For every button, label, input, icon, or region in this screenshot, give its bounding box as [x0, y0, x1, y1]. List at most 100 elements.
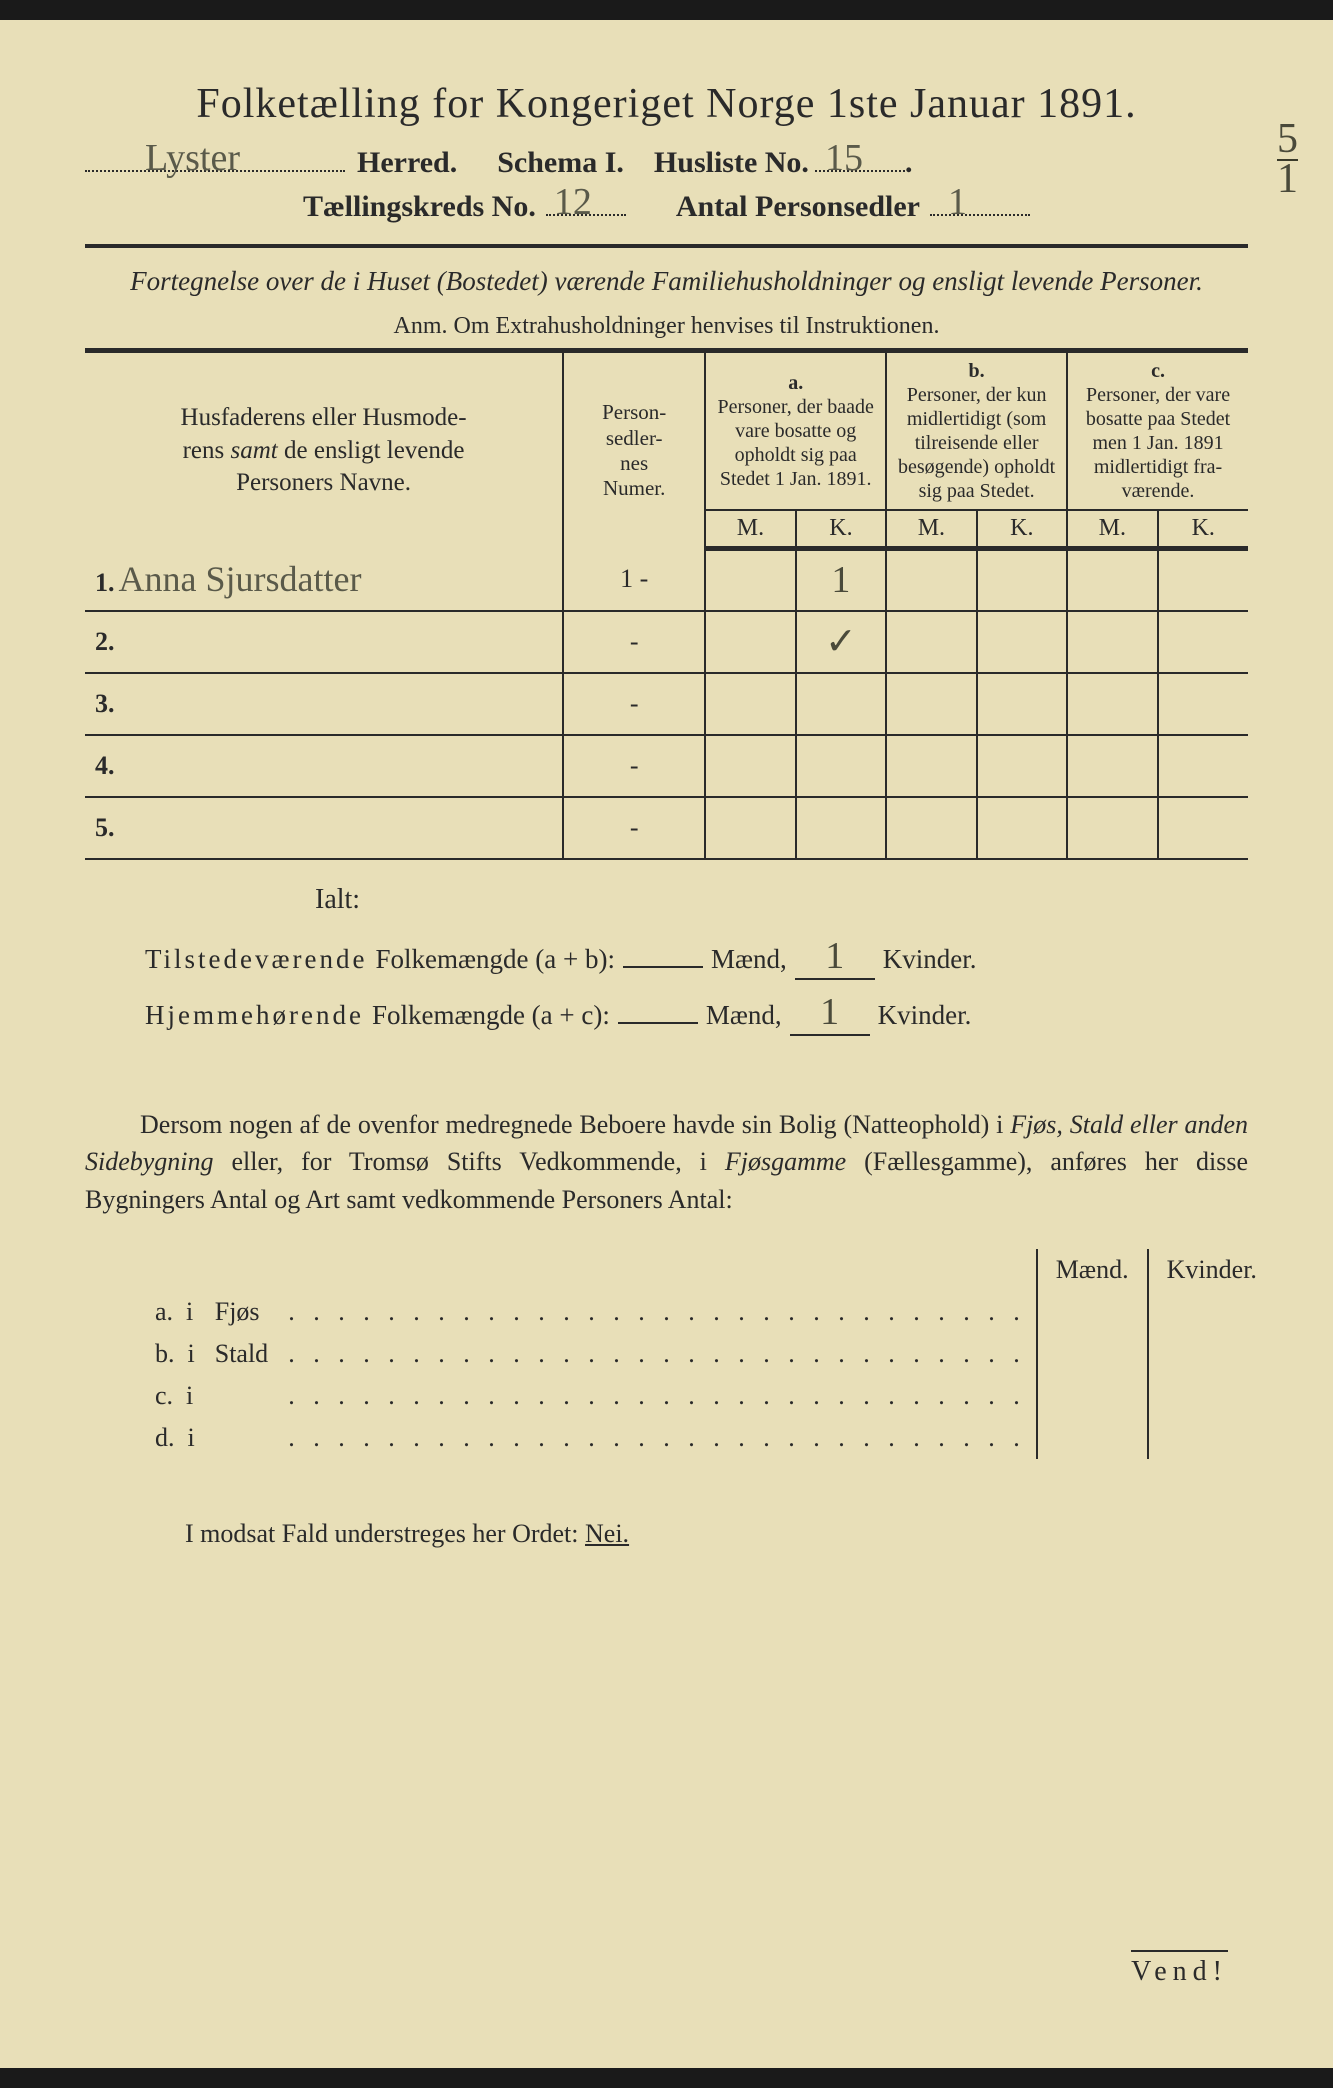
- fjos-kind: [205, 1417, 278, 1459]
- b-k: [977, 735, 1067, 797]
- herred-label: Herred.: [357, 146, 457, 180]
- a-m: [705, 797, 795, 859]
- name-cell: 2.: [85, 611, 563, 673]
- fjos-kind: [205, 1375, 278, 1417]
- fjos-k: [1148, 1333, 1275, 1375]
- col-b: b. Personer, der kun midler­tidigt (som …: [886, 351, 1067, 511]
- table-row: 2.- ✓: [85, 611, 1248, 673]
- person-cell: 1 -: [563, 549, 705, 611]
- a-k: 1: [796, 549, 886, 611]
- fjos-kind: Fjøs: [205, 1291, 278, 1333]
- col-c-k: K.: [1158, 510, 1248, 549]
- name-cell: 3.: [85, 673, 563, 735]
- c-k: [1158, 673, 1248, 735]
- page-fraction: 5 1: [1277, 121, 1298, 199]
- anm-note: Anm. Om Extrahusholdninger henvises til …: [85, 313, 1248, 340]
- col-names: Husfaderens eller Husmode-rens samt de e…: [85, 351, 563, 549]
- summary-ab: Tilstedeværende Folkemængde (a + b): Mæn…: [145, 934, 1248, 980]
- fjos-row: b. iStald. . . . . . . . . . . . . . . .…: [145, 1333, 1275, 1375]
- fjos-dots: . . . . . . . . . . . . . . . . . . . . …: [278, 1291, 1037, 1333]
- page-title: Folketælling for Kongeriget Norge 1ste J…: [85, 80, 1248, 128]
- name-cell: 4.: [85, 735, 563, 797]
- c-k: [1158, 735, 1248, 797]
- c-k: [1158, 797, 1248, 859]
- person-cell: -: [563, 673, 705, 735]
- b-k: [977, 797, 1067, 859]
- fjos-k: [1148, 1417, 1275, 1459]
- table-row: 4.-: [85, 735, 1248, 797]
- col-c-m: M.: [1067, 510, 1157, 549]
- name-cell: 5.: [85, 797, 563, 859]
- person-cell: -: [563, 611, 705, 673]
- header-row-kreds: Tællingskreds No. 12 Antal Personsedler …: [85, 190, 1248, 224]
- husliste-value: 15: [825, 136, 863, 180]
- b-m: [886, 673, 976, 735]
- b-m: [886, 611, 976, 673]
- fjos-row: a. iFjøs. . . . . . . . . . . . . . . . …: [145, 1291, 1275, 1333]
- schema-label: Schema I.: [497, 146, 624, 180]
- fjos-dots: . . . . . . . . . . . . . . . . . . . . …: [278, 1375, 1037, 1417]
- col-person: Person-sedler-nesNumer.: [563, 351, 705, 549]
- fjos-row: d. i . . . . . . . . . . . . . . . . . . …: [145, 1417, 1275, 1459]
- fjos-m: [1037, 1417, 1148, 1459]
- ialt-label: Ialt:: [315, 884, 1248, 916]
- fjos-lbl: b. i: [145, 1333, 205, 1375]
- fjos-m: [1037, 1375, 1148, 1417]
- b-k: [977, 611, 1067, 673]
- antal-label: Antal Personsedler: [676, 190, 920, 224]
- b-k: [977, 549, 1067, 611]
- table-row: 5.-: [85, 797, 1248, 859]
- husliste-label: Husliste No.: [654, 146, 809, 180]
- c-m: [1067, 611, 1157, 673]
- a-k: ✓: [796, 611, 886, 673]
- fjos-dots: . . . . . . . . . . . . . . . . . . . . …: [278, 1333, 1037, 1375]
- a-m: [705, 735, 795, 797]
- col-a-k: K.: [796, 510, 886, 549]
- col-b-m: M.: [886, 510, 976, 549]
- a-m: [705, 611, 795, 673]
- fjos-table: Mænd. Kvinder. a. iFjøs. . . . . . . . .…: [145, 1249, 1275, 1459]
- name-cell: 1.Anna Sjursdatter: [85, 549, 563, 611]
- fjos-kind: Stald: [205, 1333, 278, 1375]
- c-m: [1067, 673, 1157, 735]
- fjos-m: [1037, 1333, 1148, 1375]
- dersom-paragraph: Dersom nogen af de ovenfor medregnede Be…: [85, 1106, 1248, 1219]
- b-m: [886, 735, 976, 797]
- fjos-m: [1037, 1291, 1148, 1333]
- c-m: [1067, 735, 1157, 797]
- c-k: [1158, 549, 1248, 611]
- kreds-label: Tællingskreds No.: [303, 190, 536, 224]
- b-m: [886, 797, 976, 859]
- table-row: 3.-: [85, 673, 1248, 735]
- c-m: [1067, 549, 1157, 611]
- col-a-m: M.: [705, 510, 795, 549]
- fjos-kvinder: Kvinder.: [1148, 1249, 1275, 1291]
- table-row: 1.Anna Sjursdatter1 - 1: [85, 549, 1248, 611]
- fjos-k: [1148, 1375, 1275, 1417]
- a-m: [705, 549, 795, 611]
- census-form-page: Folketælling for Kongeriget Norge 1ste J…: [0, 20, 1333, 2068]
- person-cell: -: [563, 797, 705, 859]
- a-k: [796, 797, 886, 859]
- kreds-value: 12: [554, 180, 592, 224]
- summary-ac: Hjemmehørende Folkemængde (a + c): Mænd,…: [145, 990, 1248, 1036]
- person-cell: -: [563, 735, 705, 797]
- col-c: c. Personer, der vare bosatte paa Stedet…: [1067, 351, 1248, 511]
- fjos-lbl: a. i: [145, 1291, 205, 1333]
- c-m: [1067, 797, 1157, 859]
- fjos-k: [1148, 1291, 1275, 1333]
- divider: [85, 244, 1248, 248]
- fortegnelse-heading: Fortegnelse over de i Huset (Bostedet) v…: [85, 264, 1248, 299]
- fjos-maend: Mænd.: [1037, 1249, 1148, 1291]
- a-m: [705, 673, 795, 735]
- col-a: a. Personer, der baade vare bo­satte og …: [705, 351, 886, 511]
- col-b-k: K.: [977, 510, 1067, 549]
- antal-value: 1: [948, 180, 967, 224]
- fjos-lbl: d. i: [145, 1417, 205, 1459]
- b-k: [977, 673, 1067, 735]
- census-table: Husfaderens eller Husmode-rens samt de e…: [85, 348, 1248, 860]
- b-m: [886, 549, 976, 611]
- a-k: [796, 735, 886, 797]
- fjos-dots: . . . . . . . . . . . . . . . . . . . . …: [278, 1417, 1037, 1459]
- c-k: [1158, 611, 1248, 673]
